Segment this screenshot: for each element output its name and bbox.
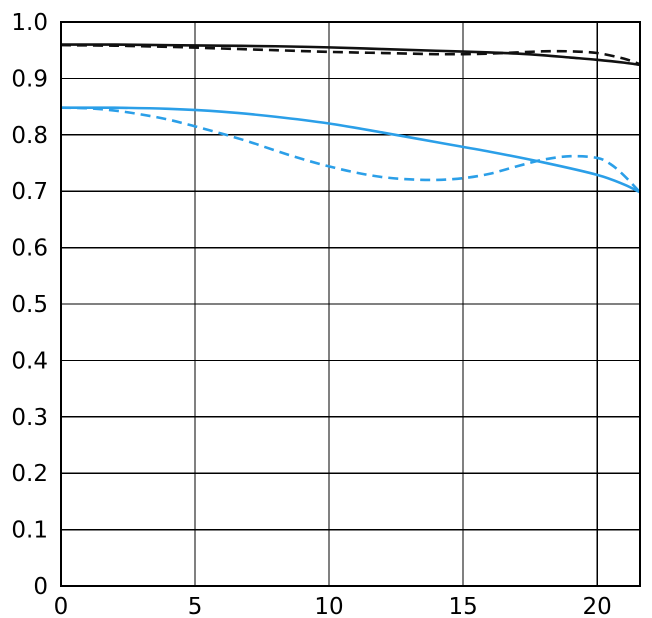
x-axis-ticks: 0 5 10 15 20 — [54, 594, 612, 618]
series-line-3-dashed — [60, 106, 641, 194]
y-tick-label-1: 0.1 — [11, 518, 48, 544]
plot-frame — [60, 21, 641, 587]
y-axis-ticks: 0 0.1 0.2 0.3 0.4 0.5 0.6 0.7 0.8 0.9 1.0 — [11, 10, 48, 600]
grid-layer — [60, 21, 640, 587]
series-line-1-dashed — [60, 43, 641, 66]
y-tick-label-8: 0.8 — [11, 123, 48, 149]
series-layer — [60, 43, 641, 194]
y-tick-label-2: 0.2 — [11, 461, 48, 487]
x-tick-label-0: 0 — [54, 594, 69, 618]
x-tick-label-2: 10 — [314, 594, 343, 618]
y-tick-label-9: 0.9 — [11, 66, 48, 92]
y-tick-label-7: 0.7 — [11, 179, 48, 205]
y-tick-label-3: 0.3 — [11, 405, 48, 431]
y-tick-label-10: 1.0 — [11, 10, 48, 36]
y-tick-label-4: 0.4 — [11, 348, 48, 374]
series-line-2-solid — [60, 106, 641, 194]
x-tick-label-4: 20 — [582, 594, 611, 618]
series-line-0-solid — [60, 43, 641, 67]
y-tick-label-0: 0 — [33, 574, 48, 600]
y-tick-label-6: 0.6 — [11, 236, 48, 262]
x-tick-label-1: 5 — [188, 594, 203, 618]
y-tick-label-5: 0.5 — [11, 292, 48, 318]
x-tick-label-3: 15 — [448, 594, 477, 618]
